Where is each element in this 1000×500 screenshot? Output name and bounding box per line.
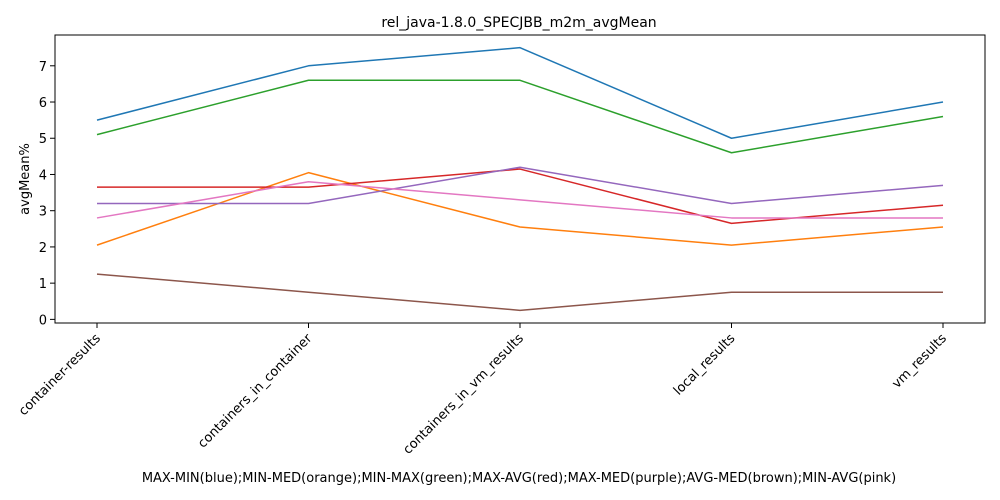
series-line-6 [96,180,943,219]
y-tick-label: 0 [39,313,47,328]
x-tick-label: local_results [671,331,739,399]
x-tick-label: container-results [16,331,104,419]
y-tick-label: 1 [39,277,47,292]
series-layer [96,46,944,312]
x-tick-label: vm_results [889,331,950,392]
x-tick-label: containers_in_container [195,331,316,452]
y-tick-label: 7 [39,60,47,75]
series-line-2 [96,79,944,154]
y-axis: 0 1 2 3 4 5 6 7 [39,60,55,328]
x-axis-label: MAX-MIN(blue);MIN-MED(orange);MIN-MAX(gr… [142,471,896,486]
series-line-5 [96,273,943,312]
series-line-1 [96,171,944,246]
y-tick-label: 6 [39,96,47,111]
chart-title: rel_java-1.8.0_SPECJBB_m2m_avgMean [381,15,656,31]
plot-frame [54,34,986,324]
y-tick-label: 2 [39,241,47,256]
series-line-0 [96,46,944,139]
x-tick-label: containers_in_vm_results [401,331,527,457]
y-axis-label: avgMean% [18,143,33,215]
y-tick-label: 3 [39,205,47,220]
series-line-4 [97,166,944,205]
y-tick-label: 5 [39,132,47,147]
x-axis: container-results containers_in_container… [16,323,950,458]
y-tick-label: 4 [39,168,47,183]
